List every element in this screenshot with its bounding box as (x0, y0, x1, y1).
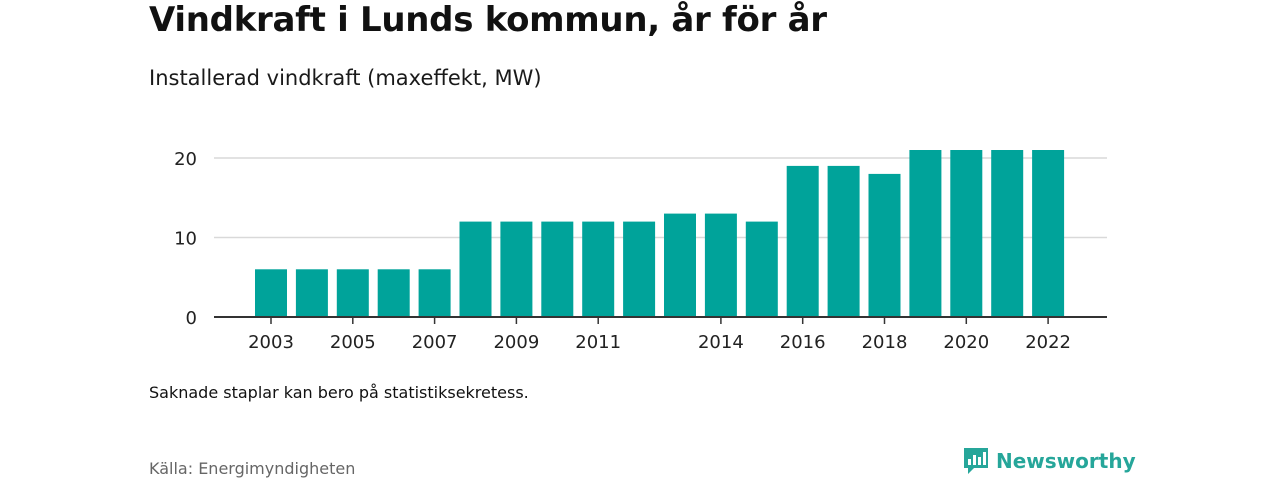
y-tick-label: 0 (186, 308, 197, 329)
bar-2015 (745, 221, 778, 317)
x-tick-label: 2016 (780, 332, 826, 353)
bar-2014 (704, 213, 737, 317)
bar-2007 (418, 269, 451, 317)
bar-2005 (336, 269, 369, 317)
bar-2006 (377, 269, 410, 317)
bar-2008 (459, 221, 492, 317)
x-tick-label: 2009 (493, 332, 539, 353)
brand-logo: Newsworthy (962, 446, 1136, 476)
chart-title: Vindkraft i Lunds kommun, år för år (149, 0, 827, 40)
chart-subtitle: Installerad vindkraft (maxeffekt, MW) (149, 66, 542, 90)
brand-name: Newsworthy (996, 449, 1136, 473)
x-tick-label: 2005 (330, 332, 376, 353)
x-tick-label: 2011 (575, 332, 621, 353)
bar-2018 (868, 173, 901, 317)
y-tick-label: 10 (174, 229, 197, 250)
bar-2013 (664, 213, 696, 317)
bar-2017 (827, 165, 860, 317)
x-tick-label: 2003 (248, 332, 294, 353)
bar-2012 (623, 221, 656, 317)
bar-2020 (950, 150, 983, 317)
bar-2022 (1032, 150, 1065, 317)
newsworthy-logo-icon (964, 448, 988, 474)
bar-2004 (295, 269, 328, 317)
bar-2009 (500, 221, 533, 317)
x-tick-label: 2022 (1025, 332, 1071, 353)
bar-2011 (582, 221, 615, 317)
x-tick-label: 2020 (943, 332, 989, 353)
bar-2019 (909, 150, 942, 317)
bar-2016 (786, 165, 819, 317)
x-tick-label: 2014 (698, 332, 744, 353)
y-tick-label: 20 (174, 149, 197, 170)
bar-2010 (541, 221, 574, 317)
footnote: Saknade staplar kan bero på statistiksek… (149, 383, 529, 402)
bar-2021 (991, 150, 1024, 317)
x-tick-label: 2018 (862, 332, 908, 353)
source-label: Källa: Energimyndigheten (149, 459, 356, 478)
x-tick-label: 2007 (412, 332, 458, 353)
bar-2003 (255, 269, 287, 317)
